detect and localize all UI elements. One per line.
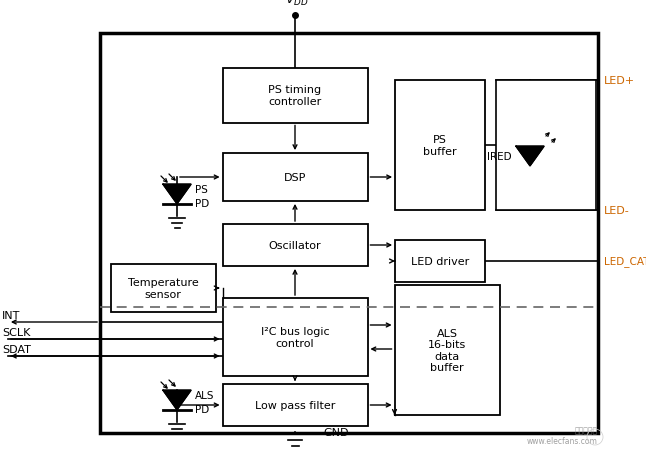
Text: SDAT: SDAT xyxy=(2,344,31,354)
Text: INT: INT xyxy=(2,310,21,320)
Bar xyxy=(100,34,598,433)
Bar xyxy=(395,241,485,283)
Text: PD: PD xyxy=(195,404,209,414)
Text: LED-: LED- xyxy=(604,206,630,216)
Text: LED_CATHODE: LED_CATHODE xyxy=(604,256,646,267)
Text: SCLK: SCLK xyxy=(2,327,30,337)
Text: ALS
16-bits
data
buffer: ALS 16-bits data buffer xyxy=(428,328,466,373)
Text: PD: PD xyxy=(195,198,209,208)
Text: 电子发烧友
www.elecfans.com: 电子发烧友 www.elecfans.com xyxy=(527,426,598,445)
Text: Low pass filter: Low pass filter xyxy=(255,400,335,410)
Bar xyxy=(395,81,485,211)
Text: ALS: ALS xyxy=(195,390,214,400)
Text: $V_{DD}$: $V_{DD}$ xyxy=(285,0,309,8)
Text: I²C bus logic
control: I²C bus logic control xyxy=(261,327,329,348)
Text: IRED: IRED xyxy=(487,152,512,162)
Bar xyxy=(222,224,368,267)
Text: LED+: LED+ xyxy=(604,76,635,86)
Text: Oscillator: Oscillator xyxy=(269,241,321,250)
Polygon shape xyxy=(163,185,191,204)
Bar xyxy=(496,81,596,211)
Bar xyxy=(222,384,368,426)
Text: PS: PS xyxy=(195,185,208,195)
Text: PS
buffer: PS buffer xyxy=(423,135,457,157)
Polygon shape xyxy=(163,390,191,410)
Text: GND: GND xyxy=(323,427,348,437)
Text: DSP: DSP xyxy=(284,172,306,182)
Bar xyxy=(222,154,368,202)
Bar xyxy=(395,285,499,415)
Bar xyxy=(222,298,368,376)
Bar xyxy=(222,68,368,123)
Text: Temperature
sensor: Temperature sensor xyxy=(128,278,198,299)
Text: PS timing
controller: PS timing controller xyxy=(268,85,322,106)
Polygon shape xyxy=(516,147,544,167)
Bar xyxy=(110,264,216,312)
Text: LED driver: LED driver xyxy=(411,257,469,267)
